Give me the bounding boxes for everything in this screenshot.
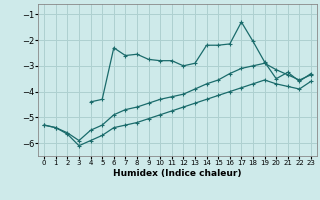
X-axis label: Humidex (Indice chaleur): Humidex (Indice chaleur)	[113, 169, 242, 178]
